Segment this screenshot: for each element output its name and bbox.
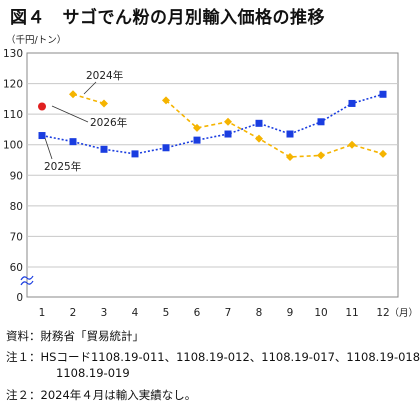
data-point (162, 96, 170, 105)
data-point (255, 134, 263, 143)
data-point (38, 132, 46, 140)
data-point (162, 144, 170, 152)
y-tick-label: 130 (3, 48, 23, 60)
series-line-0 (165, 99, 384, 158)
x-tick-label: 12 (376, 307, 389, 319)
data-point (379, 90, 387, 98)
axis-break-mark (20, 275, 34, 286)
note-1-continued: 1108.19-019 (56, 366, 130, 380)
data-point (317, 151, 325, 160)
series-label-2: 2026年 (90, 116, 127, 129)
x-tick-label: 7 (225, 307, 232, 319)
y-tick-label: 60 (10, 262, 23, 274)
note-2: 注２：2024年４月は輸入実績なし。 (6, 388, 197, 402)
y-tick-label: 110 (3, 109, 23, 121)
data-point (100, 145, 108, 153)
series-line-0 (72, 93, 105, 105)
data-point (131, 150, 139, 158)
label-leader-line (83, 81, 97, 95)
x-tick-label: 9 (287, 307, 294, 319)
data-point (193, 136, 201, 144)
data-point (255, 119, 263, 127)
source-note: 資料：財務省「貿易統計」 (6, 329, 144, 343)
data-point (286, 130, 294, 138)
data-point (69, 138, 77, 146)
x-tick-label: 4 (132, 307, 139, 319)
data-point (348, 99, 356, 107)
x-axis-unit: （月） (389, 307, 418, 319)
x-tick-label: 11 (345, 307, 358, 319)
y-tick-label: 100 (3, 140, 23, 152)
x-tick-label: 8 (256, 307, 263, 319)
data-point (224, 130, 232, 138)
data-point (317, 118, 325, 126)
series-label-1: 2025年 (44, 160, 81, 173)
y-tick-label: 90 (10, 170, 23, 182)
x-tick-label: 10 (314, 307, 327, 319)
y-tick-label: 80 (10, 201, 23, 213)
label-leader-line (51, 105, 89, 123)
data-point (38, 102, 46, 111)
data-point (348, 140, 356, 149)
data-point (69, 90, 77, 99)
y-axis-unit: （千円/トン） (6, 34, 66, 46)
x-tick-label: 6 (194, 307, 201, 319)
label-leader-line (44, 137, 53, 160)
page-title: 図４ サゴでん粉の月別輸入価格の推移 (10, 8, 325, 28)
x-tick-label: 2 (70, 307, 77, 319)
y-tick-label: 70 (10, 231, 23, 243)
y-tick-label: 0 (16, 292, 23, 304)
data-point (100, 99, 108, 108)
x-tick-label: 3 (101, 307, 108, 319)
data-point (224, 117, 232, 126)
x-tick-label: 5 (163, 307, 170, 319)
y-tick-label: 120 (3, 79, 23, 91)
data-point (193, 123, 201, 132)
note-1: 注１：HSコード1108.19-011、1108.19-012、1108.19-… (6, 350, 420, 364)
x-tick-label: 1 (39, 307, 46, 319)
data-point (379, 149, 387, 158)
data-point (286, 152, 294, 161)
series-label-0: 2024年 (86, 69, 123, 82)
